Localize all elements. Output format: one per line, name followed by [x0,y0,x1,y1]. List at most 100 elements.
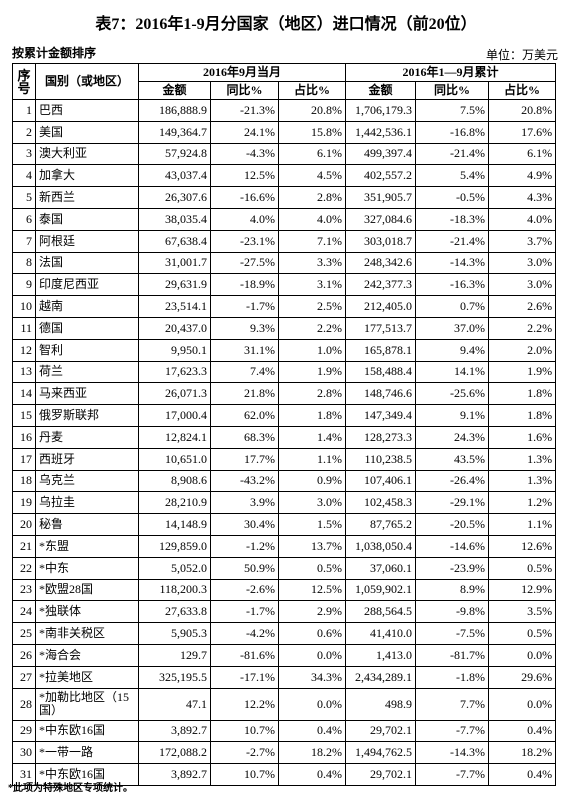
value-cell: 325,195.5 [138,665,211,689]
value-cell: 3.5% [488,600,557,624]
value-cell: 4.0% [210,207,279,231]
value-cell: 1.6% [488,425,557,449]
value-cell: 1,038,050.4 [345,534,417,558]
row-index: 26 [12,643,36,667]
value-cell: 172,088.2 [138,741,211,765]
value-cell: 0.5% [277,556,347,580]
table-row: 18 乌克兰 8,908.6 -43.2% 0.9% 107,406.1 -26.4% 1.3… [12,469,557,493]
row-index: 17 [12,447,36,471]
value-cell: 17,000.4 [138,404,211,427]
value-cell: -26.4% [415,469,490,493]
value-cell: 0.0% [277,643,347,667]
value-cell: 0.5% [488,622,557,645]
table-row: 7 阿根廷 67,638.4 -23.1% 7.1% 303,018.7 -21.4% 3.7… [12,229,557,253]
value-cell: 1.3% [488,469,557,493]
value-cell: -7.5% [415,622,490,645]
value-cell: 8.9% [415,578,490,602]
value-cell: 3,892.7 [138,763,211,786]
value-cell: 9.1% [415,404,490,427]
value-cell: 28,210.9 [138,491,211,515]
value-cell: -7.7% [415,763,490,786]
value-cell: 50.9% [210,556,279,580]
value-cell: -4.3% [210,142,279,166]
value-cell: 2.6% [488,295,557,318]
value-cell: 7.5% [415,99,490,122]
country-name: 秘鲁 [35,513,139,536]
sort-note: 按累计金额排序 [12,46,97,60]
value-cell: 15.8% [277,120,347,144]
value-cell: 288,564.5 [345,600,417,624]
value-cell: -1.7% [210,295,279,318]
country-name: 俄罗斯联邦 [35,404,139,427]
value-cell: 14,148.9 [138,513,211,536]
value-cell: 499,397.4 [345,142,417,166]
table-row: 21 *东盟 129,859.0 -1.2% 13.7% 1,038,050.4 -14.6… [12,534,557,558]
value-cell: 4.0% [277,207,347,231]
sub-header: 同比% [210,81,279,100]
value-cell: 1.0% [277,338,347,362]
country-name: 乌克兰 [35,469,139,493]
value-cell: 1.1% [277,447,347,471]
value-cell: 37,060.1 [345,556,417,580]
value-cell: -21.4% [415,142,490,166]
value-cell: 62.0% [210,404,279,427]
value-cell: 0.4% [488,719,557,743]
table-row: 26 *海合会 129.7 -81.6% 0.0% 1,413.0 -81.7% 0.0% [12,643,557,667]
name-header: 国别（或地区） [35,63,139,100]
value-cell: -21.4% [415,229,490,253]
value-cell: -25.6% [415,382,490,406]
value-cell: 17,623.3 [138,360,211,384]
value-cell: -17.1% [210,665,279,689]
value-cell: 3.0% [488,251,557,275]
value-cell: 498.9 [345,687,417,721]
value-cell: 2.9% [277,600,347,624]
value-cell: 0.4% [277,719,347,743]
value-cell: -14.3% [415,251,490,275]
value-cell: 0.0% [488,643,557,667]
value-cell: 129.7 [138,643,211,667]
value-cell: 1.9% [488,360,557,384]
country-name: 阿根廷 [35,229,139,253]
country-name: *欧盟28国 [35,578,139,602]
country-name: *独联体 [35,600,139,624]
value-cell: 327,084.6 [345,207,417,231]
value-cell: 242,377.3 [345,273,417,297]
value-cell: -1.2% [210,534,279,558]
row-index: 15 [12,404,36,427]
value-cell: 38,035.4 [138,207,211,231]
row-index: 5 [12,186,36,209]
value-cell: 1.2% [488,491,557,515]
sub-header: 占比% [488,81,557,100]
row-index: 27 [12,665,36,689]
value-cell: 17.7% [210,447,279,471]
value-cell: 1,494,762.5 [345,741,417,765]
table-row: 15 俄罗斯联邦 17,000.4 62.0% 1.8% 147,349.4 9.1% 1.8… [12,404,557,427]
unit: 单位：万美元 [485,48,558,62]
table-row: 10 越南 23,514.1 -1.7% 2.5% 212,405.0 0.7% 2.6% [12,295,557,318]
sub-header: 占比% [277,81,347,100]
value-cell: 128,273.3 [345,425,417,449]
value-cell: 3.0% [488,273,557,297]
country-name: *中东欧16国 [35,763,139,786]
table-row: 14 马来西亚 26,071.3 21.8% 2.8% 148,746.6 -25.6% 1.… [12,382,557,406]
value-cell: -0.5% [415,186,490,209]
value-cell: 87,765.2 [345,513,417,536]
value-cell: 402,557.2 [345,164,417,188]
table-row: 6 泰国 38,035.4 4.0% 4.0% 327,084.6 -18.3% 4.0% [12,207,557,231]
country-name: 荷兰 [35,360,139,384]
value-cell: 7.4% [210,360,279,384]
table-row: 20 秘鲁 14,148.9 30.4% 1.5% 87,765.2 -20.5% 1.1% [12,513,557,536]
country-name: 巴西 [35,99,139,122]
table-row: 23 *欧盟28国 118,200.3 -2.6% 12.5% 1,059,902.1 8.… [12,578,557,602]
table-row: 5 新西兰 26,307.6 -16.6% 2.8% 351,905.7 -0.5% 4.3% [12,186,557,209]
value-cell: -43.2% [210,469,279,493]
value-cell: 351,905.7 [345,186,417,209]
value-cell: 177,513.7 [345,316,417,340]
value-cell: 102,458.3 [345,491,417,515]
row-index: 28 [12,687,36,721]
country-name: 泰国 [35,207,139,231]
import-table: 序号 国别（或地区） 2016年9月当月 2016年1—9月累计 金额 同比% 占比… [12,63,557,786]
value-cell: 24.3% [415,425,490,449]
value-cell: -16.8% [415,120,490,144]
